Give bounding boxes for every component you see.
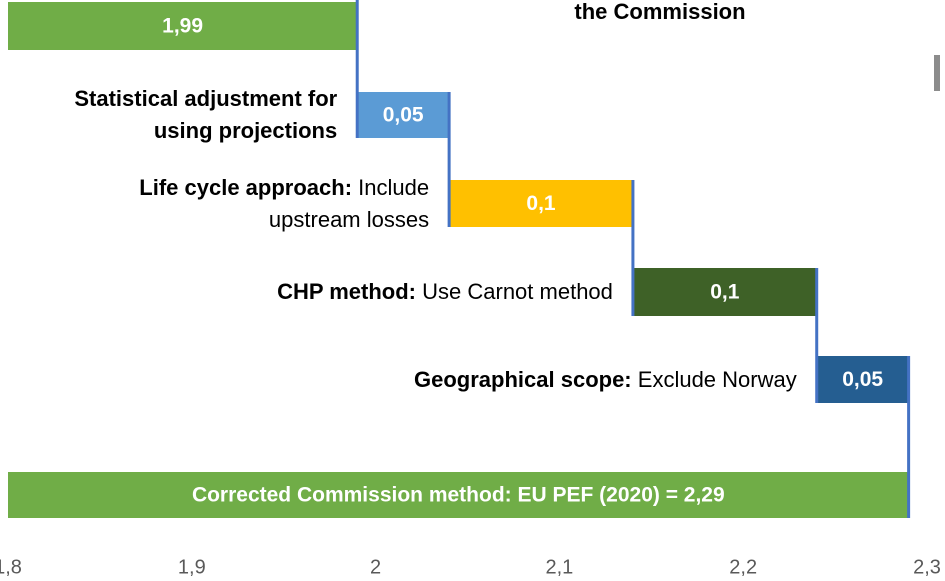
category-bold: Life cycle approach: <box>139 174 353 200</box>
bar <box>449 180 633 227</box>
category-label: CHP method: Use Carnot method <box>133 276 613 308</box>
value-label: 0,05 <box>383 104 424 127</box>
category-label: Statistical adjustment for using project… <box>37 83 337 147</box>
category-label: the Commission <box>460 0 860 28</box>
bar <box>8 472 909 518</box>
x-tick-label: 2,2 <box>729 556 757 578</box>
category-bold: CHP method: <box>277 279 417 304</box>
x-tick-label: 1,9 <box>178 556 206 578</box>
x-tick-label: 1,8 <box>0 556 22 578</box>
category-label: Life cycle approach: Include upstream lo… <box>49 172 429 236</box>
scroll-marker <box>934 55 940 91</box>
bar <box>816 356 909 403</box>
category-bold: Geographical scope: <box>414 366 632 392</box>
value-label: 1,99 <box>162 15 203 38</box>
category-text: Exclude Norway <box>637 366 797 392</box>
category-text: Include upstream losses <box>268 174 430 232</box>
value-label: 0,1 <box>710 281 740 304</box>
category-bold: the Commission <box>574 0 746 24</box>
category-label: Geographical scope: Exclude Norway <box>277 364 797 396</box>
bar <box>632 268 817 316</box>
category-text: Use Carnot method <box>422 279 613 304</box>
x-tick-label: 2 <box>370 556 381 578</box>
value-label: Corrected Commission method: EU PEF (202… <box>192 484 725 507</box>
bar <box>8 2 358 50</box>
bar <box>357 92 450 138</box>
x-tick-label: 2,3 <box>913 556 941 578</box>
value-label: 0,05 <box>842 368 883 391</box>
value-label: 0,1 <box>526 192 556 215</box>
category-bold: Statistical adjustment for using project… <box>74 86 338 143</box>
x-tick-label: 2,1 <box>545 556 573 578</box>
